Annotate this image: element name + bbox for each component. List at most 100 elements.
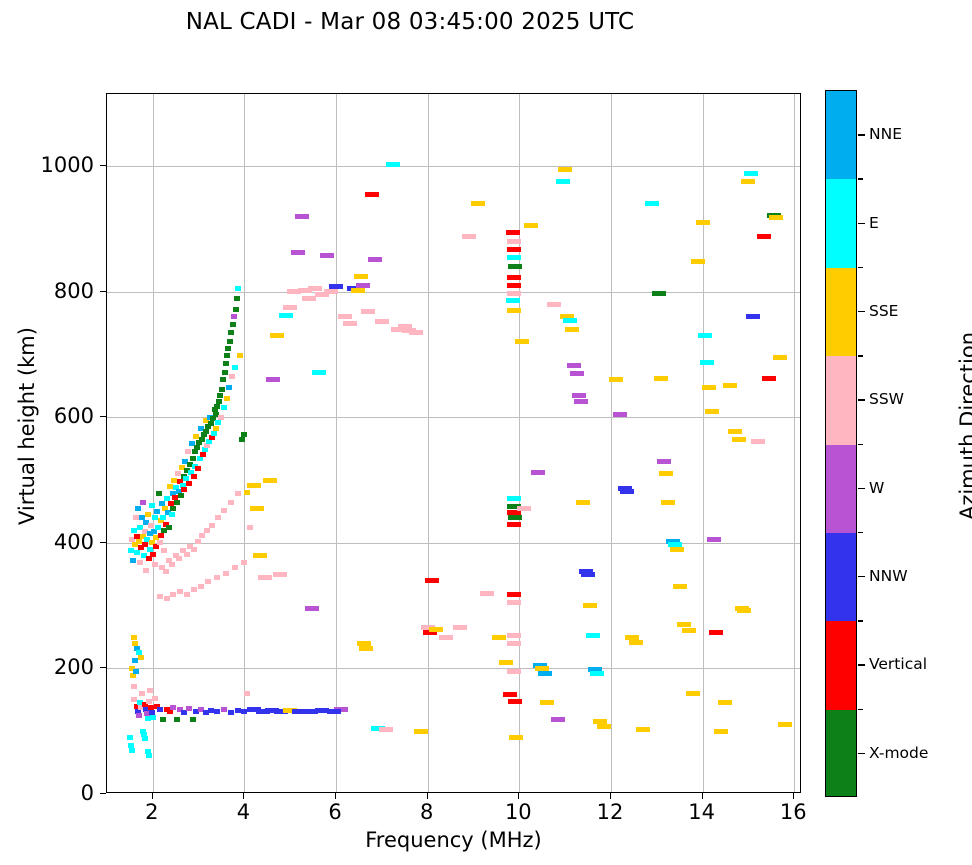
echo-mark bbox=[507, 264, 522, 270]
echo-mark bbox=[143, 568, 150, 573]
echo-mark bbox=[229, 321, 236, 327]
echo-mark bbox=[142, 520, 149, 526]
echo-mark bbox=[234, 491, 241, 497]
colorbar-segment-ssw[interactable] bbox=[826, 356, 856, 446]
x-tick-label: 10 bbox=[504, 800, 532, 824]
echo-mark bbox=[535, 665, 550, 671]
echo-mark bbox=[172, 495, 179, 501]
echo-mark bbox=[709, 629, 724, 635]
echo-mark bbox=[217, 392, 224, 398]
echo-mark bbox=[241, 560, 248, 566]
echo-mark bbox=[142, 702, 149, 708]
echo-mark bbox=[215, 419, 222, 425]
colorbar-segment-nne[interactable] bbox=[826, 91, 856, 180]
echo-mark bbox=[461, 234, 476, 239]
echo-mark bbox=[311, 369, 326, 375]
echo-mark bbox=[697, 333, 712, 339]
echo-mark bbox=[127, 742, 134, 748]
echo-mark bbox=[505, 229, 520, 235]
echo-mark bbox=[203, 428, 210, 434]
echo-mark bbox=[213, 574, 220, 580]
echo-mark bbox=[397, 323, 412, 329]
echo-mark bbox=[158, 565, 165, 571]
gridline-horizontal bbox=[107, 668, 800, 670]
echo-mark bbox=[149, 502, 156, 508]
echo-mark bbox=[191, 449, 198, 455]
echo-mark bbox=[576, 499, 591, 505]
echo-mark bbox=[134, 549, 141, 555]
x-tick-label: 14 bbox=[688, 800, 715, 824]
echo-mark bbox=[200, 432, 207, 438]
echo-mark bbox=[221, 369, 228, 375]
echo-mark bbox=[166, 483, 173, 489]
colorbar-segment-e[interactable] bbox=[826, 179, 856, 269]
echo-mark bbox=[305, 606, 320, 612]
echo-mark bbox=[358, 645, 373, 651]
colorbar-segment-x-mode[interactable] bbox=[826, 709, 856, 796]
echo-mark bbox=[192, 463, 199, 469]
echo-mark bbox=[532, 662, 547, 668]
echo-mark bbox=[212, 411, 219, 417]
echo-mark bbox=[223, 395, 230, 401]
echo-mark bbox=[269, 333, 284, 339]
echo-mark bbox=[220, 405, 227, 411]
echo-mark bbox=[233, 295, 240, 301]
colorbar-segment-vertical[interactable] bbox=[826, 621, 856, 711]
echo-mark bbox=[128, 747, 135, 753]
echo-mark bbox=[585, 633, 600, 639]
y-tick-label: 1000 bbox=[40, 153, 94, 178]
echo-mark bbox=[203, 527, 210, 533]
echo-mark bbox=[150, 529, 157, 535]
echo-mark bbox=[140, 552, 147, 558]
echo-mark bbox=[232, 306, 239, 312]
echo-mark bbox=[681, 628, 696, 634]
echo-mark bbox=[243, 490, 250, 496]
colorbar-segment-w[interactable] bbox=[826, 444, 856, 534]
echo-mark bbox=[258, 574, 273, 580]
colorbar-title: Azimuth Direction bbox=[956, 331, 972, 521]
echo-mark bbox=[142, 541, 149, 547]
echo-mark bbox=[386, 162, 401, 168]
echo-mark bbox=[530, 470, 545, 476]
echo-mark bbox=[507, 515, 522, 521]
echo-mark bbox=[136, 700, 143, 706]
echo-mark bbox=[132, 541, 139, 547]
echo-mark bbox=[189, 455, 196, 461]
echo-mark bbox=[326, 708, 341, 714]
y-tick-label: 400 bbox=[53, 529, 94, 554]
gridline-vertical bbox=[519, 94, 521, 792]
echo-mark bbox=[130, 557, 137, 563]
echo-mark bbox=[303, 709, 318, 715]
colorbar-segment-nnw[interactable] bbox=[826, 532, 856, 622]
echo-mark bbox=[170, 591, 177, 597]
echo-mark bbox=[202, 417, 209, 423]
colorbar-segment-sse[interactable] bbox=[826, 267, 856, 357]
echo-mark bbox=[146, 698, 153, 704]
echo-mark bbox=[163, 706, 170, 712]
y-tick-label: 600 bbox=[53, 404, 94, 429]
echo-mark bbox=[213, 426, 220, 432]
echo-mark bbox=[506, 254, 521, 260]
echo-mark bbox=[425, 578, 440, 584]
echo-mark bbox=[571, 392, 586, 398]
colorbar[interactable] bbox=[825, 90, 857, 797]
echo-mark bbox=[506, 503, 521, 509]
echo-mark bbox=[672, 584, 687, 590]
echo-mark bbox=[177, 589, 184, 595]
echo-mark bbox=[177, 493, 184, 499]
echo-mark bbox=[629, 639, 644, 645]
echo-mark bbox=[506, 510, 521, 516]
echo-mark bbox=[167, 708, 174, 714]
echo-mark bbox=[656, 458, 671, 464]
y-tick bbox=[100, 541, 106, 543]
x-tick-label: 6 bbox=[328, 800, 342, 824]
colorbar-boundary-tick bbox=[858, 708, 863, 711]
echo-mark bbox=[567, 363, 582, 369]
echo-mark bbox=[562, 317, 577, 323]
echo-mark bbox=[180, 547, 187, 553]
echo-mark bbox=[506, 246, 521, 252]
echo-mark bbox=[498, 659, 513, 665]
echo-mark bbox=[152, 562, 159, 568]
x-tick-label: 2 bbox=[145, 800, 159, 824]
